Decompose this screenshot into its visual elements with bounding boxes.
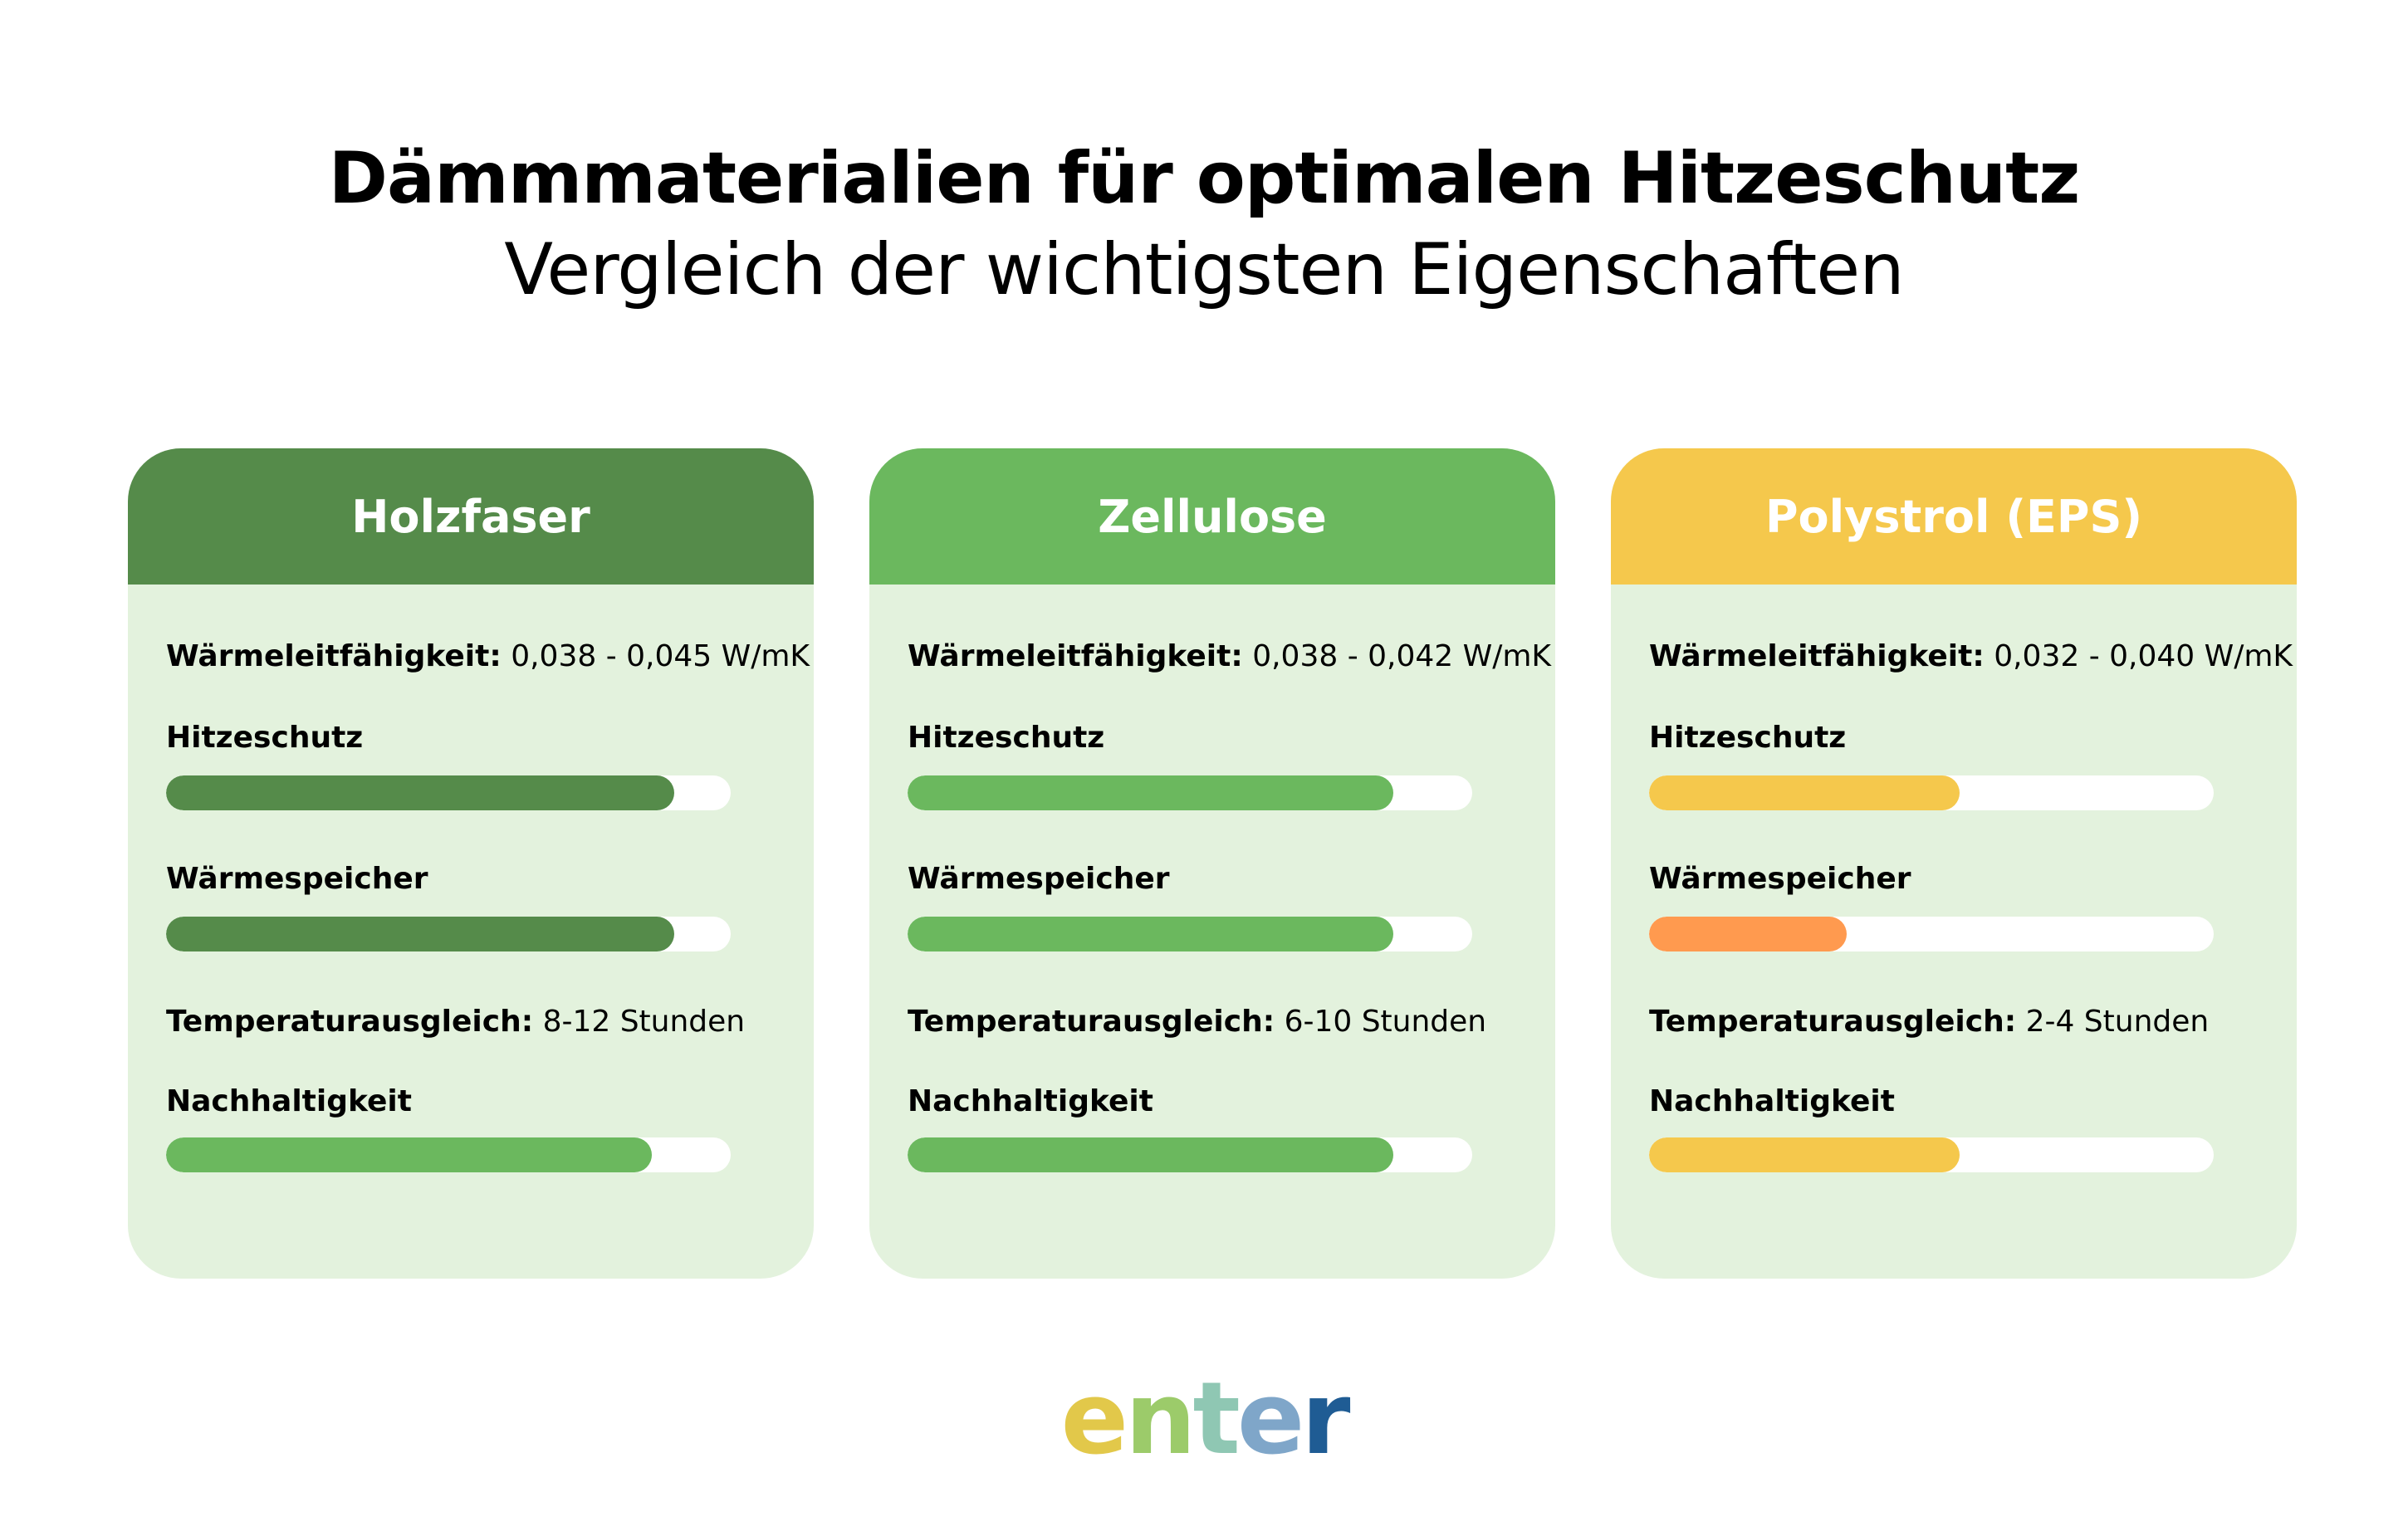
conductivity-value: 0,038 - 0,042 W/mK	[1252, 639, 1552, 673]
temperature-value: 6-10 Stunden	[1284, 1005, 1487, 1039]
heat-protection-bar	[166, 775, 731, 810]
conductivity-value: 0,038 - 0,045 W/mK	[511, 639, 810, 673]
temperature-row: Temperaturausgleich: 8-12 Stunden	[166, 1005, 745, 1039]
material-card-zellulose: Zellulose Wärmeleitfähigkeit: 0,038 - 0,…	[869, 448, 1555, 1279]
heat-storage-label: Wärmespeicher	[1649, 862, 1911, 896]
page-subtitle: Vergleich der wichtigsten Eigenschaften	[504, 228, 1904, 311]
logo-letter: e	[1060, 1362, 1128, 1477]
heat-storage-label: Wärmespeicher	[908, 862, 1170, 896]
sustainability-label: Nachhaltigkeit	[908, 1084, 1153, 1118]
card-header: Polystrol (EPS)	[1611, 448, 2297, 585]
conductivity-row: Wärmeleitfähigkeit: 0,038 - 0,042 W/mK	[908, 639, 1551, 673]
sustainability-label: Nachhaltigkeit	[166, 1084, 412, 1118]
brand-logo: enter	[0, 1362, 2408, 1478]
heat-storage-label: Wärmespeicher	[166, 862, 428, 896]
sustainability-fill	[1649, 1137, 1960, 1172]
card-title: Holzfaser	[351, 490, 590, 543]
temperature-row: Temperaturausgleich: 6-10 Stunden	[908, 1005, 1486, 1039]
sustainability-label: Nachhaltigkeit	[1649, 1084, 1895, 1118]
heat-protection-bar	[1649, 775, 2214, 810]
logo-letter: n	[1125, 1362, 1196, 1477]
card-header: Holzfaser	[128, 448, 814, 585]
conductivity-label: Wärmeleitfähigkeit:	[1649, 639, 1985, 673]
material-card-holzfaser: Holzfaser Wärmeleitfähigkeit: 0,038 - 0,…	[128, 448, 814, 1279]
heat-storage-bar	[1649, 917, 2214, 951]
heat-protection-label: Hitzeschutz	[166, 721, 364, 755]
logo-letter: r	[1301, 1362, 1350, 1477]
heat-storage-fill	[908, 917, 1393, 951]
heat-storage-bar	[908, 917, 1472, 951]
temperature-label: Temperaturausgleich:	[908, 1005, 1275, 1039]
heat-protection-bar	[908, 775, 1472, 810]
temperature-value: 2-4 Stunden	[2025, 1005, 2210, 1039]
sustainability-bar	[908, 1137, 1472, 1172]
heat-protection-fill	[166, 775, 674, 810]
card-title: Polystrol (EPS)	[1764, 490, 2143, 543]
sustainability-bar	[1649, 1137, 2214, 1172]
logo-letter: e	[1236, 1362, 1304, 1477]
conductivity-value: 0,032 - 0,040 W/mK	[1994, 639, 2293, 673]
heat-storage-fill	[1649, 917, 1847, 951]
page-title: Dämmmaterialien für optimalen Hitzeschut…	[328, 137, 2081, 220]
logo-letter: t	[1192, 1362, 1240, 1477]
sustainability-bar	[166, 1137, 731, 1172]
heat-storage-fill	[166, 917, 674, 951]
card-title: Zellulose	[1098, 490, 1327, 543]
temperature-label: Temperaturausgleich:	[166, 1005, 534, 1039]
material-card-polystrol: Polystrol (EPS) Wärmeleitfähigkeit: 0,03…	[1611, 448, 2297, 1279]
temperature-row: Temperaturausgleich: 2-4 Stunden	[1649, 1005, 2209, 1039]
sustainability-fill	[908, 1137, 1393, 1172]
heat-storage-bar	[166, 917, 731, 951]
sustainability-fill	[166, 1137, 652, 1172]
temperature-label: Temperaturausgleich:	[1649, 1005, 2017, 1039]
heat-protection-fill	[1649, 775, 1960, 810]
heat-protection-fill	[908, 775, 1393, 810]
conductivity-row: Wärmeleitfähigkeit: 0,038 - 0,045 W/mK	[166, 639, 810, 673]
conductivity-label: Wärmeleitfähigkeit:	[908, 639, 1243, 673]
temperature-value: 8-12 Stunden	[542, 1005, 746, 1039]
heat-protection-label: Hitzeschutz	[1649, 721, 1847, 755]
conductivity-label: Wärmeleitfähigkeit:	[166, 639, 502, 673]
card-header: Zellulose	[869, 448, 1555, 585]
heat-protection-label: Hitzeschutz	[908, 721, 1105, 755]
conductivity-row: Wärmeleitfähigkeit: 0,032 - 0,040 W/mK	[1649, 639, 2293, 673]
